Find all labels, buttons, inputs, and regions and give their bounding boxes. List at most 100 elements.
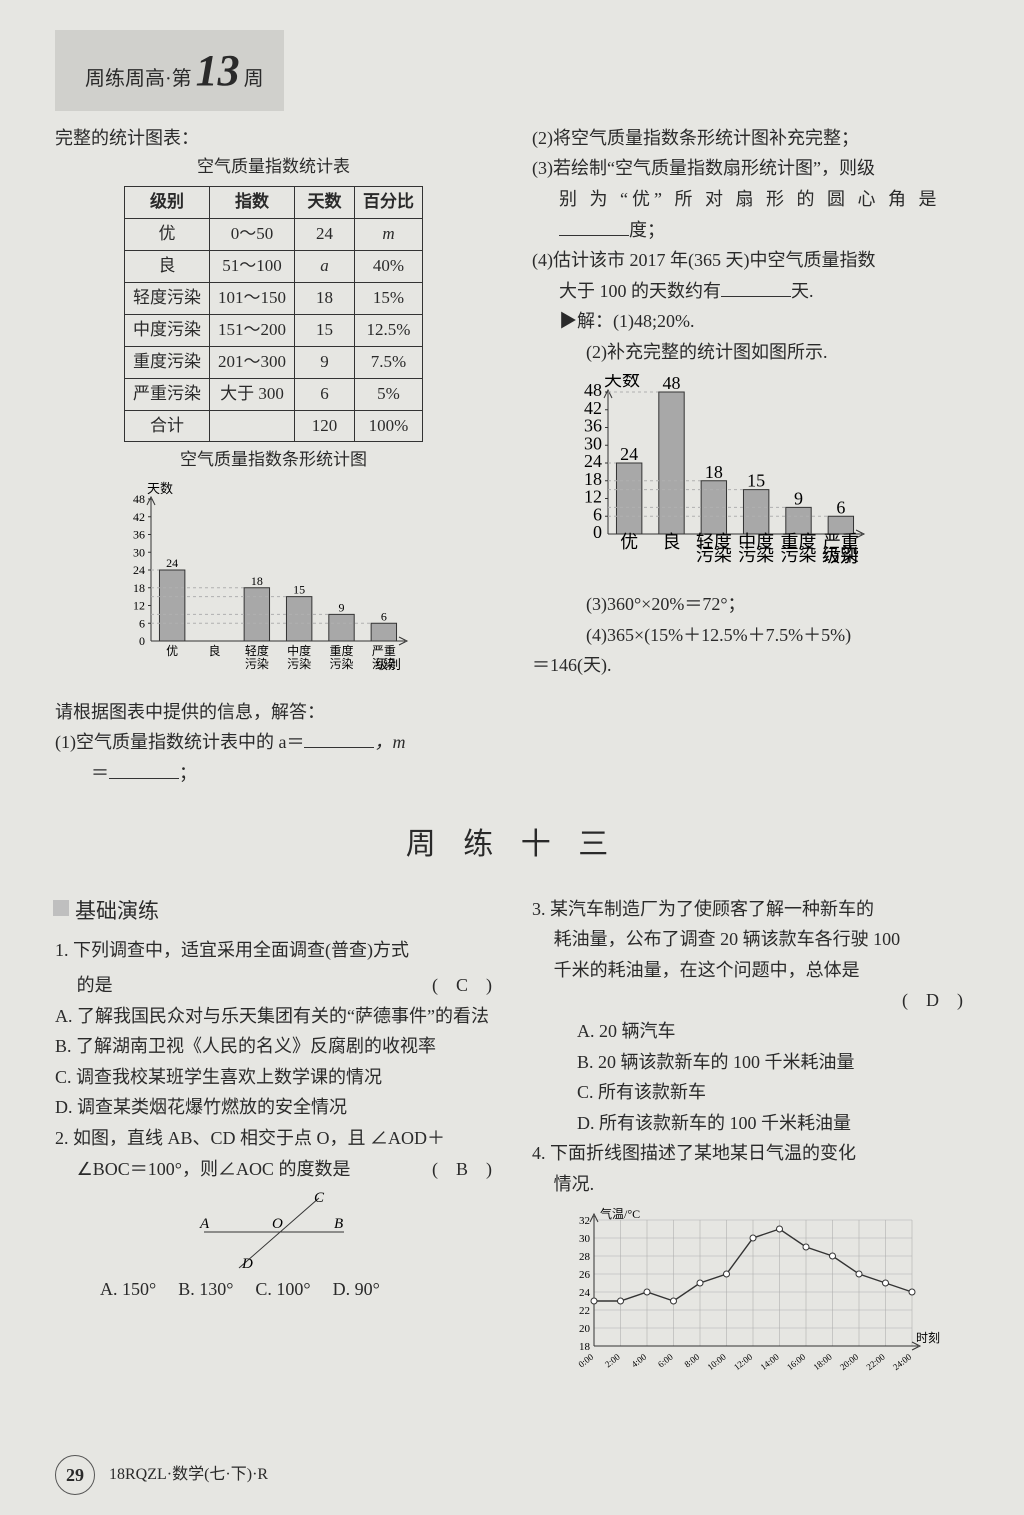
svg-text:污染: 污染 (696, 545, 732, 565)
svg-text:严重: 严重 (372, 644, 396, 658)
intersection-diagram: ABCDO (184, 1190, 364, 1270)
svg-text:6:00: 6:00 (656, 1351, 675, 1369)
q3-opt-b: B. 20 辆该款新车的 100 千米耗油量 (532, 1047, 969, 1078)
col-header: 指数 (210, 187, 295, 219)
svg-text:24: 24 (133, 563, 145, 577)
q1-opt-c: C. 调查我校某班学生喜欢上数学课的情况 (55, 1062, 492, 1093)
q2-opt-c: C. 100° (255, 1274, 310, 1305)
svg-text:18: 18 (251, 574, 263, 588)
svg-text:污染: 污染 (738, 545, 774, 565)
q1-opt-a: A. 了解我国民众对与乐天集团有关的“萨德事件”的看法 (55, 1001, 492, 1032)
svg-text:O: O (272, 1216, 283, 1232)
svg-text:32: 32 (579, 1215, 590, 1227)
svg-text:气温/°C: 气温/°C (600, 1206, 640, 1221)
bottom-columns: 基础演练 1. 下列调查中，适宜采用全面调查(普查)方式 的是 ( C ) A.… (55, 894, 969, 1376)
fill-blank (559, 218, 629, 236)
solution-block: ▶解：(1)48;20%. (532, 306, 969, 337)
q3-stem-line3: 千米的耗油量，在这个问题中，总体是 (532, 955, 969, 986)
bar-chart-title-left: 空气质量指数条形统计图 (55, 446, 492, 475)
q3-line3: 度； (532, 215, 969, 246)
svg-text:优: 优 (166, 644, 178, 658)
svg-text:42: 42 (584, 397, 602, 417)
svg-text:良: 良 (208, 643, 220, 658)
svg-text:6: 6 (139, 617, 145, 631)
page-header: 周练周高·第 13 周 (55, 30, 969, 111)
fill-blank (109, 761, 179, 779)
q4-stem-line2: 情况. (532, 1169, 969, 1200)
svg-text:15: 15 (747, 470, 765, 490)
footer-code: 18RQZL·数学(七·下)·R (109, 1461, 268, 1488)
svg-text:0:00: 0:00 (576, 1351, 595, 1369)
q1-stem-line2: 的是 ( C ) (55, 970, 492, 1001)
svg-text:36: 36 (584, 415, 602, 435)
q1-line2: ＝； (55, 758, 492, 789)
air-quality-table: 级别 指数 天数 百分比 优0～5024m 良51～100a40% 轻度污染10… (124, 186, 423, 442)
bar-chart-left: 0612182430364248天数24优良18轻度污染15中度污染9重度污染6… (115, 481, 415, 691)
svg-text:级别: 级别 (822, 546, 858, 566)
bottom-right-column: 3. 某汽车制造厂为了使顾客了解一种新车的 耗油量，公布了调查 20 辆该款车各… (532, 894, 969, 1376)
q3-opt-a: A. 20 辆汽车 (532, 1016, 969, 1047)
q3-opt-d: D. 所有该款新车的 100 千米耗油量 (532, 1108, 969, 1139)
q1-line1: (1)空气质量指数统计表中的 a＝，m (55, 727, 492, 758)
q1-opt-b: B. 了解湖南卫视《人民的名义》反腐剧的收视率 (55, 1031, 492, 1062)
line-chart-svg: 18202224262830320:002:004:006:008:0010:0… (562, 1206, 942, 1376)
svg-text:18:00: 18:00 (811, 1351, 834, 1372)
svg-text:26: 26 (579, 1269, 591, 1281)
svg-text:轻度: 轻度 (245, 643, 269, 658)
svg-text:9: 9 (339, 601, 345, 615)
q4-line2: 大于 100 的天数约有天. (532, 276, 969, 307)
svg-text:天数: 天数 (147, 481, 173, 496)
svg-text:22: 22 (579, 1305, 590, 1317)
table-header-row: 级别 指数 天数 百分比 (125, 187, 423, 219)
q1-opt-d: D. 调查某类烟花爆竹燃放的安全情况 (55, 1092, 492, 1123)
header-pre: 周练周高·第 (85, 62, 192, 96)
svg-text:D: D (241, 1256, 253, 1270)
subsection-heading: 基础演练 (75, 894, 492, 930)
svg-text:级别: 级别 (375, 657, 401, 672)
svg-text:6: 6 (836, 497, 845, 517)
svg-text:42: 42 (133, 510, 145, 524)
header-suf: 周 (244, 62, 264, 96)
section-title: 周 练 十 三 (55, 819, 969, 870)
svg-text:28: 28 (579, 1251, 591, 1263)
svg-text:天数: 天数 (604, 374, 640, 390)
fill-blank (304, 730, 374, 748)
q2-text: (2)将空气质量指数条形统计图补充完整； (532, 123, 969, 154)
diagram-svg: ABCDO (184, 1190, 364, 1270)
q2-stem-line2: ∠BOC＝100°，则∠AOC 的度数是 ( B ) (55, 1154, 492, 1185)
svg-text:24: 24 (584, 451, 602, 471)
svg-text:B: B (334, 1216, 343, 1232)
sol2: (2)补充完整的统计图如图所示. (532, 337, 969, 368)
q3-line1: (3)若绘制“空气质量指数扇形统计图”，则级 (532, 153, 969, 184)
fill-blank (721, 279, 791, 297)
q2-answer: ( B ) (432, 1154, 492, 1185)
table-row: 重度污染201～30097.5% (125, 346, 423, 378)
svg-text:6: 6 (381, 610, 387, 624)
svg-text:18: 18 (579, 1341, 591, 1353)
q4-stem-line1: 4. 下面折线图描述了某地某日气温的变化 (532, 1138, 969, 1169)
table-row: 严重污染大于 30065% (125, 378, 423, 410)
q3-answer: ( D ) (532, 985, 969, 1016)
svg-text:24: 24 (579, 1287, 591, 1299)
svg-text:良: 良 (663, 532, 681, 552)
q3-line2: 别 为 “优” 所 对 扇 形 的 圆 心 角 是 (532, 184, 969, 215)
bottom-left-column: 基础演练 1. 下列调查中，适宜采用全面调查(普查)方式 的是 ( C ) A.… (55, 894, 492, 1376)
table-row: 中度污染151～2001512.5% (125, 314, 423, 346)
top-right-column: (2)将空气质量指数条形统计图补充完整； (3)若绘制“空气质量指数扇形统计图”… (532, 123, 969, 789)
svg-text:18: 18 (133, 581, 145, 595)
header-num: 13 (192, 34, 244, 109)
temperature-line-chart: 18202224262830320:002:004:006:008:0010:0… (562, 1206, 942, 1376)
svg-text:20: 20 (579, 1323, 591, 1335)
q2-stem-line1: 2. 如图，直线 AB、CD 相交于点 O，且 ∠AOD＋ (55, 1123, 492, 1154)
header-block: 周练周高·第 13 周 (55, 30, 284, 111)
svg-text:时刻: 时刻 (916, 1331, 940, 1345)
svg-text:18: 18 (584, 468, 602, 488)
svg-text:2:00: 2:00 (603, 1351, 622, 1369)
svg-text:C: C (314, 1190, 325, 1206)
solution-label: ▶解： (559, 311, 613, 331)
q1-answer: ( C ) (432, 970, 492, 1001)
page-footer: 29 18RQZL·数学(七·下)·R (55, 1455, 268, 1495)
svg-text:10:00: 10:00 (705, 1351, 728, 1372)
svg-text:24: 24 (166, 556, 178, 570)
bar-chart-svg: 0612182430364248天数24优48良18轻度污染15中度污染9重度污… (572, 374, 872, 574)
